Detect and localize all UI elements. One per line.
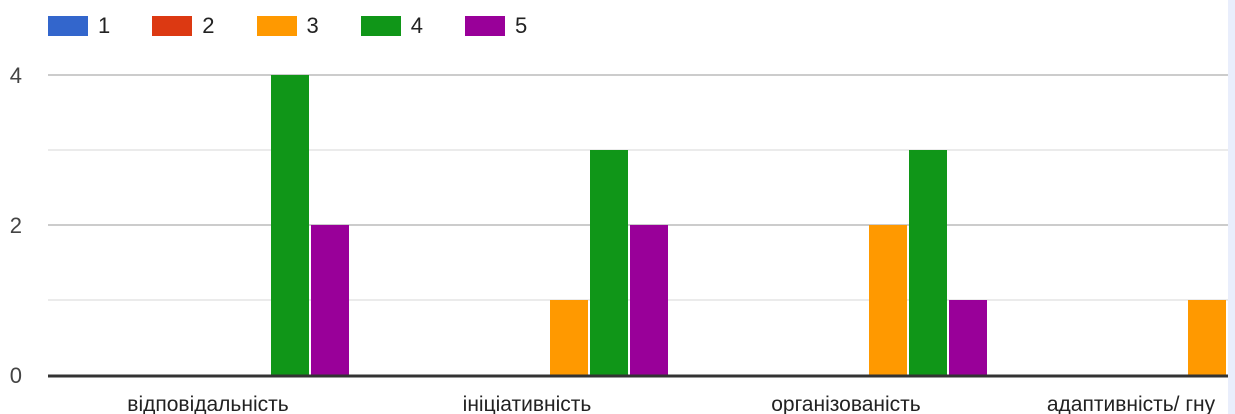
scrollbar-edge	[1228, 0, 1235, 414]
legend-label-3: 3	[306, 13, 319, 38]
x-category-label: відповідальність	[127, 393, 288, 414]
bar-5-1[interactable]	[311, 225, 349, 375]
bar-5-3[interactable]	[949, 300, 987, 375]
x-category-label: ініціативність	[463, 393, 592, 414]
y-tick-label: 2	[10, 213, 22, 238]
legend-swatch-4	[360, 16, 401, 36]
legend-label-2: 2	[202, 13, 215, 38]
legend-item-1[interactable]: 1	[48, 13, 110, 39]
legend-item-2[interactable]: 2	[152, 13, 215, 39]
bar-5-2[interactable]	[630, 225, 668, 375]
legend-label-1: 1	[98, 13, 111, 38]
legend-swatch-5	[465, 16, 505, 36]
legend-swatch-2	[152, 16, 193, 36]
legend-label-4: 4	[410, 13, 423, 38]
chart-legend: 1 2 3 4 5	[48, 12, 569, 40]
legend-swatch-1	[48, 16, 88, 36]
x-category-label: адаптивність/ гну	[1047, 393, 1216, 414]
x-category-label: організованість	[771, 393, 921, 414]
bar-3-2[interactable]	[550, 300, 588, 375]
legend-label-5: 5	[515, 13, 528, 38]
bar-3-3[interactable]	[869, 225, 907, 375]
bar-4-1[interactable]	[271, 75, 309, 375]
bar-4-3[interactable]	[909, 150, 947, 375]
y-tick-label: 4	[10, 63, 22, 88]
legend-swatch-3	[256, 16, 297, 36]
legend-item-3[interactable]: 3	[256, 13, 319, 39]
legend-item-5[interactable]: 5	[465, 13, 527, 39]
bar-3-4[interactable]	[1188, 300, 1226, 375]
bar-4-2[interactable]	[590, 150, 628, 375]
legend-item-4[interactable]: 4	[360, 13, 423, 39]
y-tick-label: 0	[10, 363, 22, 388]
